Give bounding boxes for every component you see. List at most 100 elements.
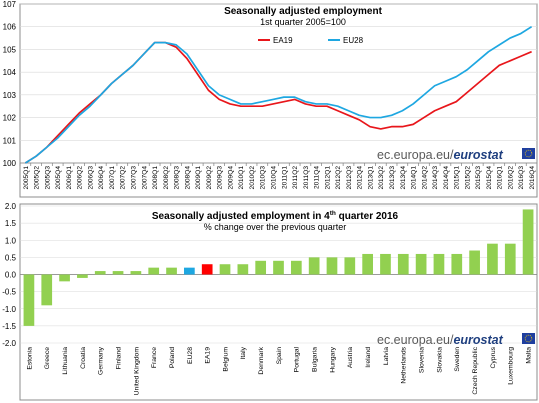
x-tick-label: Austria <box>347 347 354 368</box>
bar-chart-y-axis: -2.0 -1.5 -1.0 -0.5 0.0 0.5 1.0 1.5 2.0 <box>2 202 16 348</box>
y-tick-label: 0.5 <box>5 253 17 262</box>
x-tick-label: 2009Q4 <box>227 166 234 190</box>
x-tick-label: Denmark <box>258 346 265 374</box>
x-tick-label: United Kingdom <box>133 347 140 396</box>
watermark-url: ec.europa.eu/ <box>377 333 454 347</box>
x-tick-label: 2011Q3 <box>303 166 310 189</box>
bar-chart-title-tail: quarter 2016 <box>336 211 399 222</box>
x-tick-label: 2016Q4 <box>529 166 536 190</box>
watermark-url: ec.europa.eu/ <box>377 148 454 162</box>
y-tick-label: 105 <box>3 45 17 54</box>
x-tick-label: 2007Q2 <box>120 166 127 190</box>
y-tick-label: -1.0 <box>2 305 16 314</box>
x-tick-label: 2014Q2 <box>421 166 428 190</box>
x-tick-label: Hungary <box>329 346 336 372</box>
x-tick-label: Germany <box>98 346 105 375</box>
bar-united-kingdom <box>130 271 142 275</box>
line-chart-watermark: ec.europa.eu/eurostat <box>377 148 535 162</box>
bar-malta <box>522 209 534 275</box>
x-tick-label: Greece <box>44 347 51 370</box>
x-tick-label: Spain <box>276 347 283 365</box>
y-tick-label: -0.5 <box>2 288 16 297</box>
x-tick-label: 2015Q3 <box>475 166 482 190</box>
line-chart-legend: EA19 EU28 <box>258 36 364 45</box>
x-tick-label: Slovenia <box>419 347 426 373</box>
x-tick-label: Italy <box>240 346 247 359</box>
y-tick-label: 106 <box>3 23 17 32</box>
x-tick-label: Netherlands <box>401 346 408 383</box>
bar-chart-title-sup: th <box>330 210 336 217</box>
bar-denmark <box>255 260 267 275</box>
y-tick-label: 101 <box>3 136 17 145</box>
x-tick-label: Belgium <box>222 347 229 372</box>
x-tick-label: 2008Q1 <box>152 166 159 190</box>
bar-netherlands <box>397 253 409 275</box>
x-tick-label: 2012Q1 <box>324 166 331 190</box>
x-tick-label: EU28 <box>187 347 194 364</box>
bar-lithuania <box>59 274 70 282</box>
bar-czech-republic <box>469 250 480 275</box>
bar-ireland <box>362 253 373 275</box>
x-tick-label: 2009Q2 <box>206 166 213 190</box>
bar-italy <box>237 264 249 275</box>
eu-flag-icon <box>522 333 535 344</box>
bar-spain <box>273 260 284 275</box>
y-tick-label: -1.5 <box>2 322 16 331</box>
line-chart-subtitle: 1st quarter 2005=100 <box>260 17 346 27</box>
line-chart-title: Seasonally adjusted employment <box>224 6 382 17</box>
x-tick-label: Slovakia <box>436 347 443 373</box>
bar-portugal <box>290 260 302 275</box>
bar-finland <box>112 271 124 275</box>
bar-austria <box>344 257 356 275</box>
y-tick-label: 1.0 <box>5 236 17 245</box>
watermark-brand: eurostat <box>453 333 503 347</box>
x-tick-label: Poland <box>169 347 176 368</box>
x-tick-label: 2011Q4 <box>314 166 321 189</box>
y-tick-label: 107 <box>3 0 17 9</box>
x-tick-label: 2014Q1 <box>411 166 418 190</box>
bar-cyprus <box>487 243 498 275</box>
x-tick-label: 2008Q3 <box>174 166 181 190</box>
bar-greece <box>41 274 53 306</box>
x-tick-label: 2014Q3 <box>432 166 439 190</box>
watermark-brand: eurostat <box>453 148 503 162</box>
x-tick-label: 2005Q2 <box>34 166 41 190</box>
x-tick-label: 2009Q3 <box>217 166 224 190</box>
y-tick-label: -2.0 <box>2 339 16 348</box>
x-tick-label: 2016Q2 <box>507 166 514 190</box>
legend-label-eu28: EU28 <box>343 36 364 45</box>
x-tick-label: Finland <box>115 347 122 370</box>
bar-estonia <box>23 274 35 326</box>
bar-bulgaria <box>308 257 320 275</box>
bar-chart-panel: -2.0 -1.5 -1.0 -0.5 0.0 0.5 1.0 1.5 2.0 Estonia G… <box>2 202 538 401</box>
x-tick-label: 2012Q3 <box>346 166 353 190</box>
y-tick-label: 1.5 <box>5 219 17 228</box>
line-chart-y-axis: 100 101 102 103 104 105 106 107 <box>3 0 17 168</box>
x-tick-label: Czech Republic <box>472 346 479 394</box>
x-tick-label: Portugal <box>294 347 301 373</box>
bar-chart-bars <box>23 209 534 326</box>
x-tick-label: 2014Q4 <box>443 166 450 190</box>
bar-france <box>148 267 160 275</box>
x-tick-label: 2006Q3 <box>87 166 94 190</box>
x-tick-label: 2006Q2 <box>77 166 84 190</box>
bar-germany <box>94 271 106 275</box>
eu-flag-icon <box>522 148 535 159</box>
x-tick-label: 2005Q4 <box>55 166 62 190</box>
x-tick-label: 2015Q4 <box>486 166 493 190</box>
bar-luxembourg <box>504 243 516 275</box>
x-tick-label: Bulgaria <box>312 347 319 372</box>
bar-chart-title-main: Seasonally adjusted employment in 4 <box>152 211 330 222</box>
y-tick-label: 102 <box>3 114 17 123</box>
x-tick-label: 2016Q1 <box>497 166 504 190</box>
bar-eu28 <box>184 267 195 275</box>
x-tick-label: Ireland <box>365 347 372 368</box>
x-tick-label: Lithuania <box>62 347 69 375</box>
x-tick-label: 2013Q4 <box>400 166 407 190</box>
x-tick-label: 2013Q2 <box>378 166 385 190</box>
bar-latvia <box>380 253 391 275</box>
bar-slovakia <box>433 253 445 275</box>
x-tick-label: Malta <box>525 347 532 364</box>
bar-slovenia <box>415 253 427 275</box>
